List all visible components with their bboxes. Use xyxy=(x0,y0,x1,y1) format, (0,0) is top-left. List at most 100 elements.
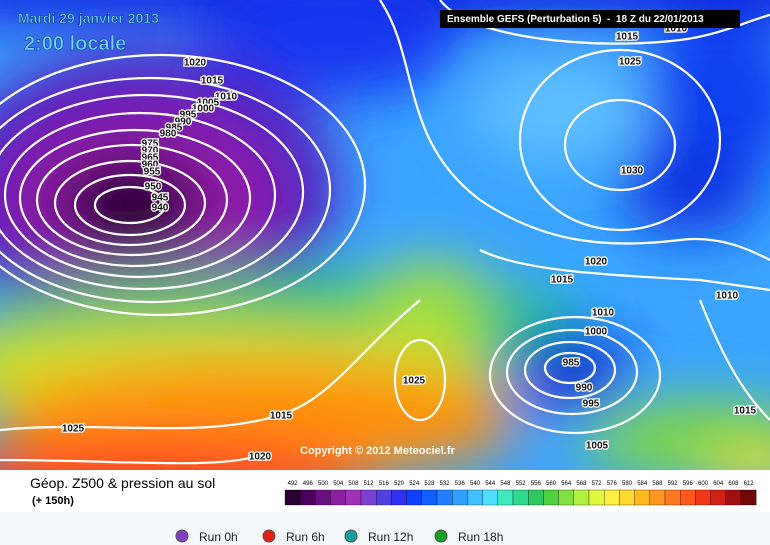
run-label[interactable]: Run 6h xyxy=(286,530,325,544)
isobar-label: 1030 xyxy=(621,166,644,177)
scale-cell xyxy=(421,489,438,506)
scale-label: 528 xyxy=(424,481,435,487)
scale-label: 572 xyxy=(592,481,603,487)
scale-label: 584 xyxy=(637,481,648,487)
scale-label: 600 xyxy=(698,481,709,487)
time: 2:00 locale xyxy=(24,33,126,55)
isobar-label: 1020 xyxy=(249,452,272,463)
run-label[interactable]: Run 12h xyxy=(368,530,413,544)
scale-cell xyxy=(300,489,316,506)
scale-label: 608 xyxy=(728,481,739,487)
scale-cell xyxy=(543,489,559,506)
isobar-label: 1020 xyxy=(585,257,608,268)
scale-cell xyxy=(680,489,696,506)
scale-label: 524 xyxy=(409,481,420,487)
run-radio[interactable] xyxy=(344,529,358,543)
scale-cell xyxy=(558,489,574,506)
scale-label: 612 xyxy=(744,481,755,487)
scale-cell xyxy=(467,489,483,506)
isobar-label: 1005 xyxy=(197,98,220,109)
isobar-label: 1015 xyxy=(201,76,224,87)
isobar-label: 990 xyxy=(175,117,192,128)
scale-label: 592 xyxy=(668,481,679,487)
isobar-label: 1020 xyxy=(184,58,207,69)
model: Ensemble GEFS (Perturbation 5) - 18 Z du… xyxy=(447,14,704,25)
isobar-label: 1010 xyxy=(215,92,238,103)
isobar-label: 1015 xyxy=(551,275,574,286)
isobar-label: 985 xyxy=(563,358,580,369)
scale-label: 576 xyxy=(607,481,618,487)
scale-label: 540 xyxy=(470,481,481,487)
isobar-label: 1025 xyxy=(403,376,426,387)
isobar-label: 1000 xyxy=(192,104,215,115)
scale-label: 516 xyxy=(379,481,390,487)
isobar-label: 960 xyxy=(142,160,159,171)
scale-cell xyxy=(634,489,650,506)
scale-label: 492 xyxy=(288,481,299,487)
scale-cell xyxy=(512,489,529,506)
isobar-label: 955 xyxy=(144,167,161,178)
scale-cell xyxy=(391,489,407,506)
run-label[interactable]: Run 0h xyxy=(199,530,238,544)
run-radio[interactable] xyxy=(434,529,448,543)
scale-cell xyxy=(528,489,544,506)
isobar-label: 1005 xyxy=(586,441,609,452)
scale-label: 564 xyxy=(561,481,572,487)
isobar-label: 970 xyxy=(142,146,159,157)
map: 1020101510101005100099599098598097597096… xyxy=(0,0,770,470)
scale-cell xyxy=(406,489,422,506)
run-radio[interactable] xyxy=(175,529,189,543)
isobar-label: 965 xyxy=(142,153,159,164)
scale-cell xyxy=(588,489,605,506)
scale-label: 520 xyxy=(394,481,405,487)
scale-cell xyxy=(649,489,666,506)
isobar-label: 940 xyxy=(152,203,169,214)
isobar-label: 1010 xyxy=(716,291,739,302)
scale-label: 512 xyxy=(364,481,375,487)
legend-title: Géop. Z500 & pression au sol xyxy=(30,475,215,491)
isobar-label: 985 xyxy=(166,123,183,134)
scale-label: 504 xyxy=(333,481,344,487)
scale-label: 588 xyxy=(652,481,663,487)
scale-label: 552 xyxy=(516,481,527,487)
scale-cell xyxy=(482,489,498,506)
run-radio[interactable] xyxy=(262,529,276,543)
scale-cell xyxy=(497,489,514,506)
isobar-label: 950 xyxy=(145,182,162,193)
date: Mardi 29 janvier 2013 xyxy=(18,10,159,26)
scale-label: 536 xyxy=(455,481,466,487)
scale-cell xyxy=(725,489,742,506)
scale-label: 580 xyxy=(622,481,633,487)
scale-label: 604 xyxy=(713,481,724,487)
scale-label: 596 xyxy=(683,481,694,487)
copyright: Copyright © 2012 Meteociel.fr xyxy=(300,445,456,457)
isobar-label: 1025 xyxy=(619,57,642,68)
isobar-label: 980 xyxy=(160,129,177,140)
scale-cell xyxy=(315,489,331,506)
isobar-label: 1010 xyxy=(592,308,615,319)
isobar-label: 1000 xyxy=(585,327,608,338)
scale-cell xyxy=(664,489,681,506)
isobar-label: 975 xyxy=(142,139,159,150)
scale-cell xyxy=(619,489,635,506)
isobar-label: 945 xyxy=(152,193,169,204)
scale-cell xyxy=(604,489,620,506)
scale-cell xyxy=(345,489,362,506)
scale-cell xyxy=(284,489,301,506)
isobar-label: 1025 xyxy=(62,424,85,435)
scale-cell xyxy=(436,489,453,506)
scale-label: 500 xyxy=(318,481,329,487)
isobar-label: 995 xyxy=(180,110,197,121)
run-label[interactable]: Run 18h xyxy=(458,530,503,544)
scale-label: 556 xyxy=(531,481,542,487)
scale-label: 532 xyxy=(440,481,451,487)
isobar-label: 995 xyxy=(583,399,600,410)
scale-cell xyxy=(376,489,392,506)
scale-label: 496 xyxy=(303,481,314,487)
scale-cell xyxy=(452,489,468,506)
scale-cell xyxy=(695,489,711,506)
isobar-label: 1015 xyxy=(616,32,639,43)
isobar-label: 990 xyxy=(576,383,593,394)
scale-cell xyxy=(740,489,757,506)
